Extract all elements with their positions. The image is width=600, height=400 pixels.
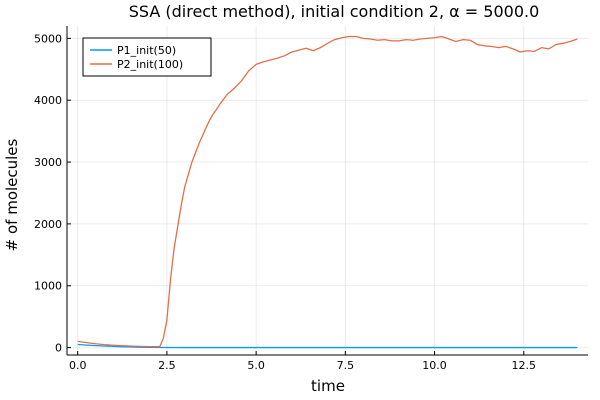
legend-label-2: P2_init(100) <box>117 58 183 71</box>
x-tick-label: 5.0 <box>247 359 265 372</box>
legend-box <box>82 37 212 77</box>
x-axis-label: time <box>311 377 345 395</box>
x-tick-label: 10.0 <box>422 359 447 372</box>
series-layer <box>77 35 578 349</box>
y-tick-label: 0 <box>55 342 62 355</box>
y-tick-label: 3000 <box>34 156 62 169</box>
axes: 0.0 2.5 5.0 7.5 10.0 12.5 0 1000 2000 3000 4000 500… <box>34 26 588 372</box>
y-tick-label: 4000 <box>34 94 62 107</box>
series-line-2 <box>77 35 578 348</box>
legend: P1_init(50)P2_init(100) <box>82 37 212 77</box>
x-tick-label: 2.5 <box>158 359 176 372</box>
series-line-1 <box>77 343 578 349</box>
legend-label-1: P1_init(50) <box>117 44 176 57</box>
y-axis-label: # of molecules <box>3 138 21 251</box>
x-tick-label: 0.0 <box>69 359 87 372</box>
chart-title: SSA (direct method), initial condition 2… <box>129 2 540 21</box>
x-tick-label: 12.5 <box>512 359 537 372</box>
x-tick-label: 7.5 <box>337 359 355 372</box>
y-tick-label: 5000 <box>34 32 62 45</box>
y-tick-label: 2000 <box>34 218 62 231</box>
y-tick-label: 1000 <box>34 280 62 293</box>
